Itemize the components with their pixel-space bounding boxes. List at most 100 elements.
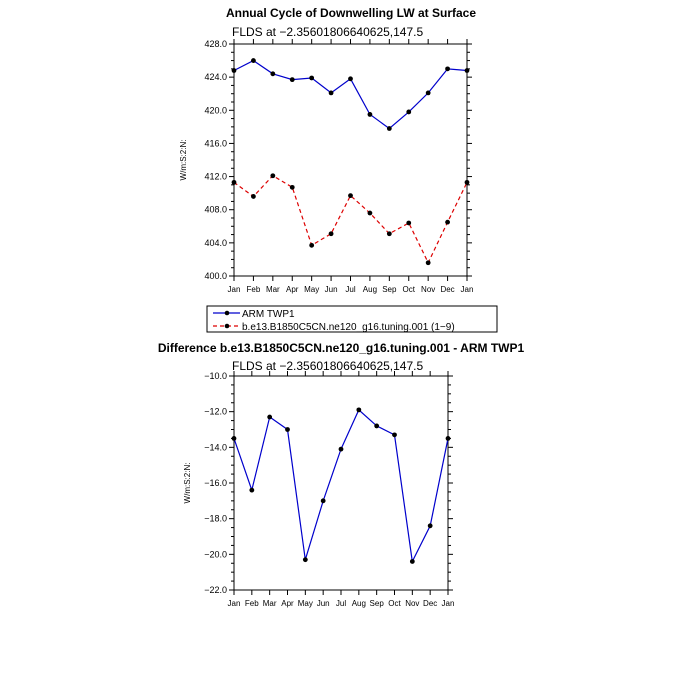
y-tick-label: −12.0 [204,407,227,417]
y-tick-label: −14.0 [204,442,227,452]
series-line-1 [233,174,468,265]
data-point [367,210,373,216]
data-point [285,427,290,432]
data-point [374,423,380,429]
data-point [309,242,315,248]
data-point [427,523,433,529]
y-tick-label: 412.0 [204,172,227,182]
x-tick-label: Feb [245,599,259,608]
data-point [231,68,237,73]
x-tick-label: Jul [345,285,355,294]
data-point [289,184,295,190]
chart1-y-axis: 400.0 404.0 408.0 412.0 416.0 420.0 424.0 428.0 [204,39,472,281]
chart2-x-axis: Jan Feb Mar Apr May Jun Jul Aug Sep Oct Nov Dec Jan [228,371,455,608]
legend-marker-model [224,323,230,329]
data-point [267,414,273,420]
data-point [348,76,353,82]
chart2-ylabel: W/m:S:2:N: [183,463,192,504]
y-tick-label: 428.0 [204,39,227,49]
y-tick-label: −20.0 [204,549,227,559]
data-point [249,487,255,493]
data-point [445,219,450,225]
y-tick-label: 404.0 [204,238,227,248]
data-point [348,193,353,199]
legend-label-arm: ARM TWP1 [242,309,295,320]
y-tick-label: 408.0 [204,205,227,215]
data-point [406,109,412,115]
chart1-series [231,58,470,266]
legend-marker-arm [224,310,230,316]
series-line-0 [233,59,468,130]
x-tick-label: Sep [370,599,385,608]
legend-box [206,305,498,333]
x-tick-label: Nov [405,599,419,608]
data-point [409,559,415,564]
chart1-title: Annual Cycle of Downwelling LW at Surfac… [226,6,476,20]
chart2-title: Difference b.e13.B1850C5CN.ne120_g16.tun… [158,341,525,355]
y-tick-label: 424.0 [204,72,227,82]
chart2-y-axis: −22.0 −20.0 −18.0 −16.0 −14.0 −12.0 −10.0 [204,371,453,595]
data-point [328,90,334,96]
difference-chart: Difference b.e13.B1850C5CN.ne120_g16.tun… [158,341,525,608]
data-point [231,179,237,185]
chart1-x-axis: Jan Feb Mar Apr May Jun Jul Aug Sep Oct Nov Dec Jan [228,39,473,294]
x-tick-label: Jan [228,599,241,608]
x-tick-label: Oct [388,599,401,608]
x-tick-label: Mar [266,285,280,294]
data-point [309,75,315,81]
x-tick-label: May [304,285,319,294]
y-tick-label: −22.0 [204,585,227,595]
x-tick-label: Mar [263,599,277,608]
x-tick-label: Dec [423,599,437,608]
data-point [289,77,295,83]
data-point [328,231,334,237]
data-point [231,436,237,441]
data-point [445,66,450,72]
data-point [251,194,256,199]
chart1-ylabel: W/m:S:2:N: [179,140,188,181]
y-tick-label: 420.0 [204,105,227,115]
chart2-plot-frame [233,375,449,591]
x-tick-label: Aug [352,599,366,608]
x-tick-label: Oct [403,285,416,294]
chart2-series [231,407,451,564]
x-tick-label: Feb [247,285,261,294]
data-point [367,112,373,117]
x-tick-label: Apr [286,285,299,294]
chart2-subtitle: FLDS at −2.35601806640625,147.5 [232,359,423,373]
data-point [251,58,256,63]
data-point [270,173,276,179]
data-point [338,446,344,452]
x-tick-label: Dec [440,285,454,294]
legend-entry-arm-twp1: ARM TWP1 [213,309,295,320]
data-point [270,71,276,77]
y-tick-label: −10.0 [204,371,227,381]
x-tick-label: Jan [228,285,241,294]
data-point [445,436,451,441]
data-point [302,557,308,563]
y-tick-label: 400.0 [204,271,227,281]
x-tick-label: Jul [336,599,346,608]
legend-entry-model: b.e13.B1850C5CN.ne120_g16.tuning.001 (1−… [213,322,455,333]
series-line-0 [233,408,449,564]
x-tick-label: Jun [317,599,330,608]
chart1-subtitle: FLDS at −2.35601806640625,147.5 [232,25,423,39]
x-tick-label: Jan [442,599,455,608]
x-tick-label: May [298,599,313,608]
x-tick-label: Nov [421,285,435,294]
data-point [464,68,470,73]
legend-label-model: b.e13.B1850C5CN.ne120_g16.tuning.001 (1−… [242,322,455,333]
data-point [386,126,392,131]
data-point [356,407,362,413]
x-tick-label: Sep [382,285,397,294]
x-tick-label: Aug [363,285,377,294]
data-point [464,179,470,185]
data-point [406,220,412,226]
data-point [425,90,431,96]
x-tick-label: Jun [325,285,338,294]
data-point [392,432,397,438]
y-tick-label: −16.0 [204,478,227,488]
y-tick-label: 416.0 [204,138,227,148]
data-point [386,231,392,237]
